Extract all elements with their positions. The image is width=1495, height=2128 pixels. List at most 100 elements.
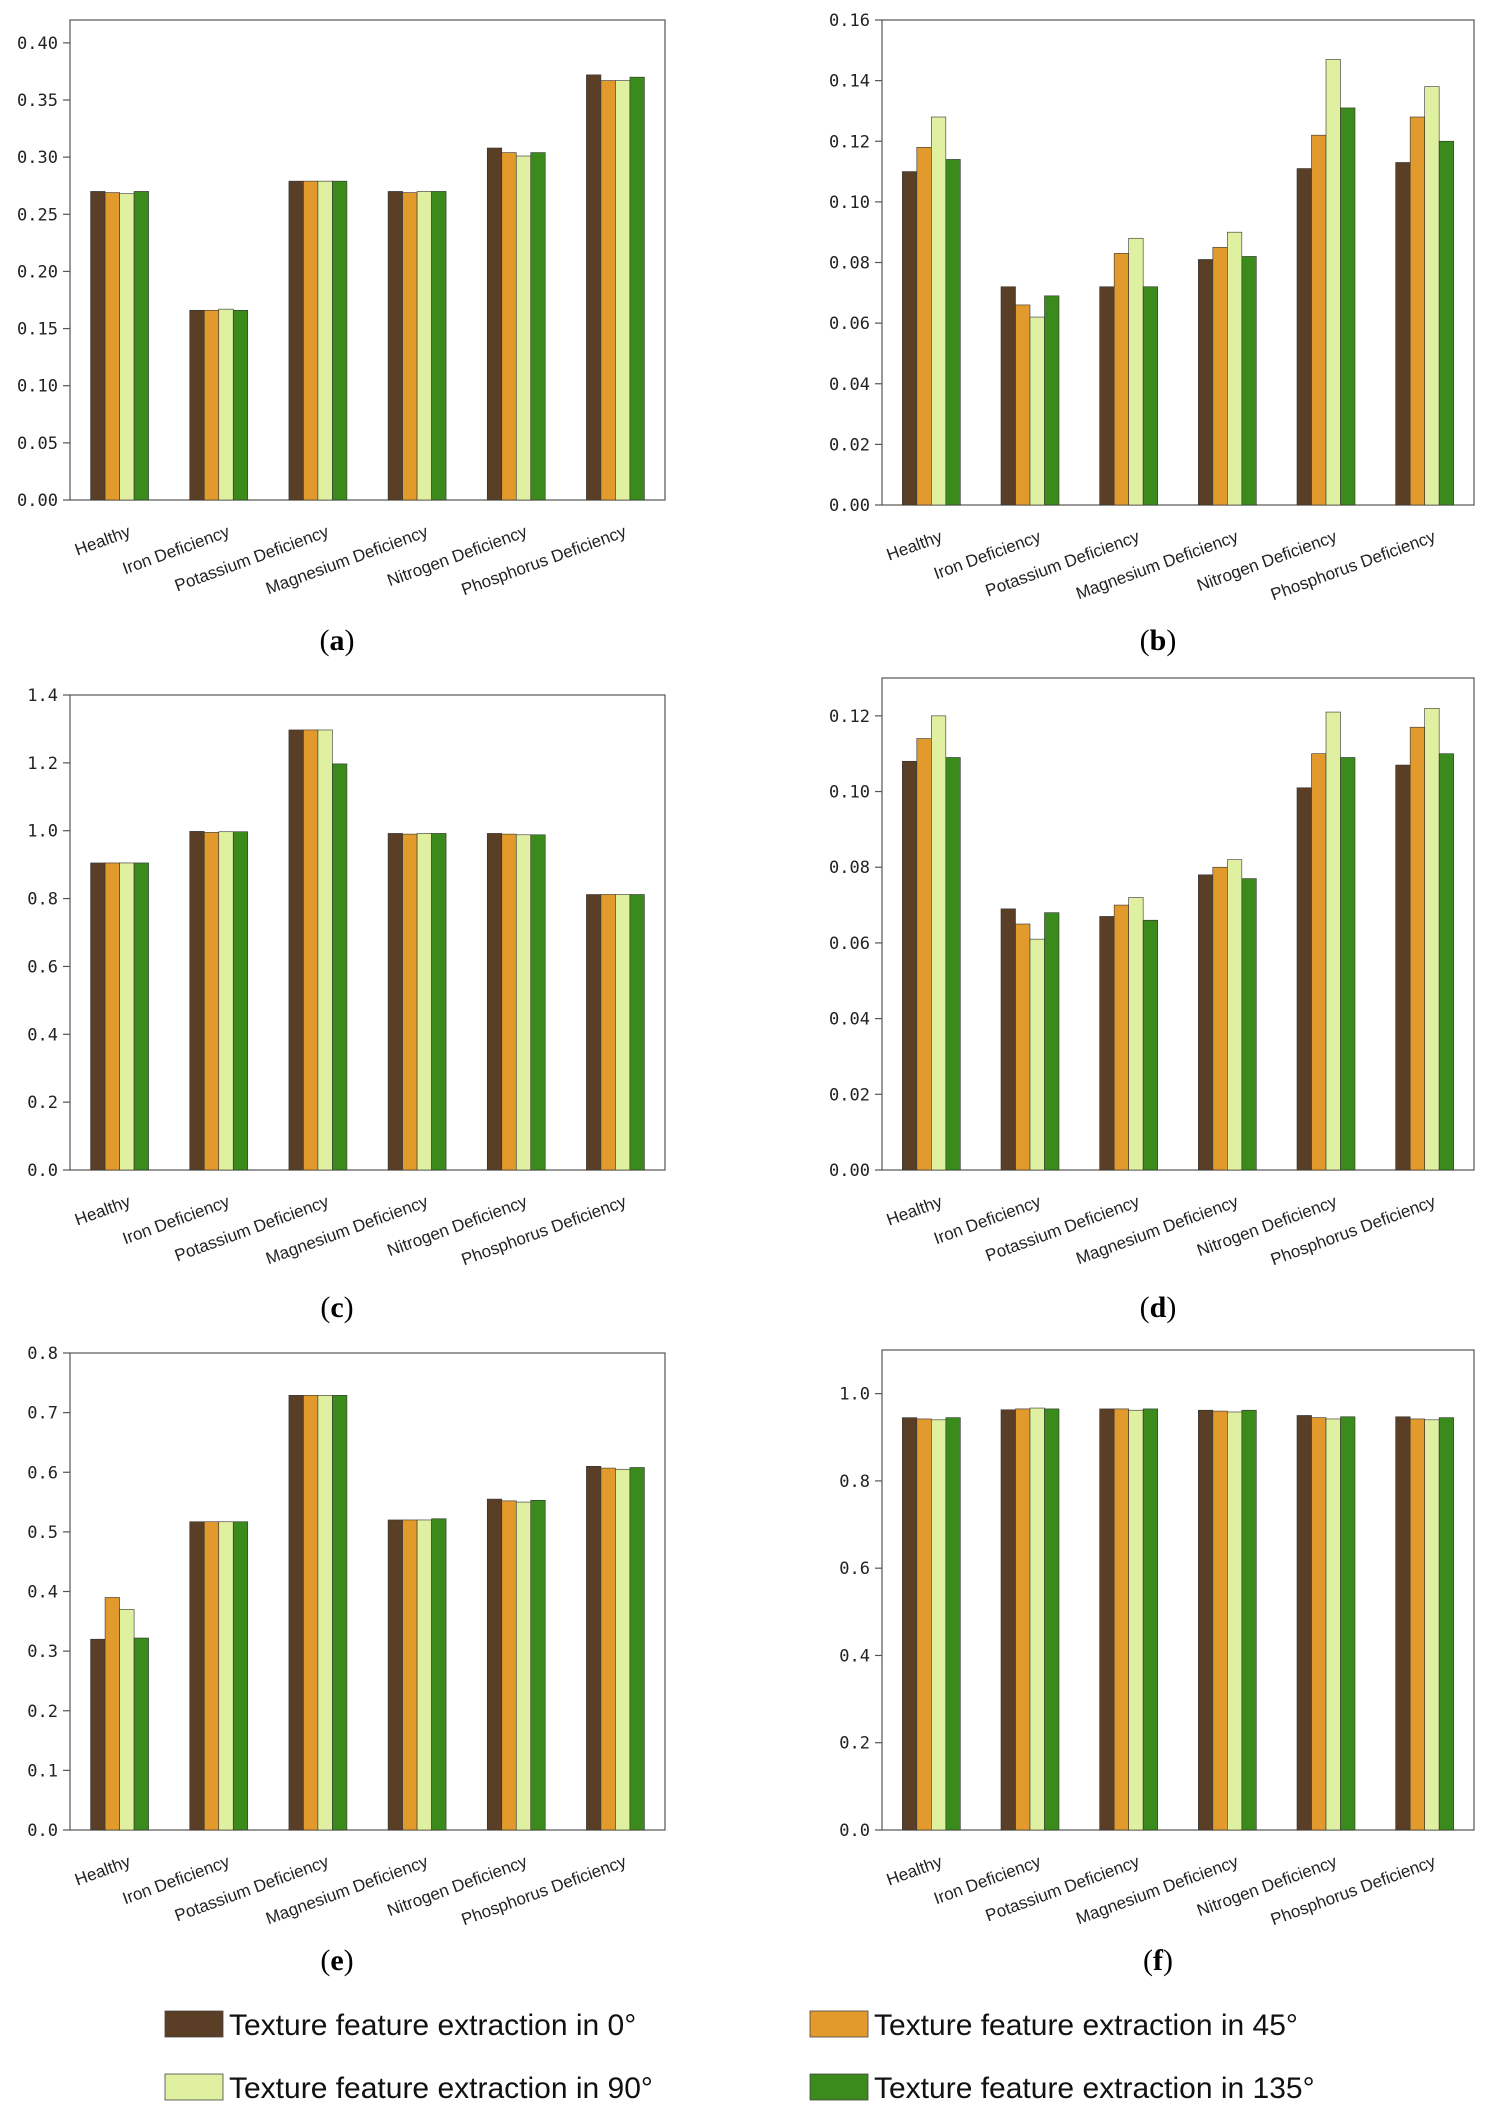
bar-deg45-5 (600, 894, 616, 1171)
bar-deg45-3 (1212, 1410, 1228, 1831)
x-tick-label: Healthy (884, 527, 945, 565)
bar-deg0-5 (586, 894, 602, 1171)
bar-deg90-3 (416, 191, 432, 501)
plot-area (69, 694, 666, 1171)
y-tick-label: 0.2 (27, 1093, 58, 1113)
bar-deg90-5 (615, 894, 631, 1171)
y-tick-label: 0.12 (829, 707, 870, 727)
bar-deg90-2 (317, 180, 333, 501)
bar-deg90-3 (416, 833, 432, 1171)
caption-letter: b (1150, 624, 1167, 657)
x-tick-label: Phosphorus Deficiency (459, 522, 629, 599)
legend-swatch-deg45 (809, 2010, 869, 2038)
bar-deg0-0 (902, 1417, 918, 1831)
y-tick-label: 0.04 (829, 1010, 870, 1030)
y-tick-label: 0.4 (27, 1025, 58, 1045)
x-tick-label: Magnesium Deficiency (263, 1852, 431, 1929)
bar-deg135-2 (332, 763, 348, 1171)
y-tick-label: 0.00 (17, 491, 58, 511)
y-tick-label: 0.35 (17, 91, 58, 111)
bar-deg0-5 (1395, 764, 1411, 1171)
caption-open: ( (320, 1291, 330, 1324)
chart-panel-b: 0.00 0.02 0.04 0.06 0.08 0.10 0.12 0.14 0.16 Heal… (829, 11, 1475, 657)
bar-deg90-1 (1029, 316, 1045, 506)
bar-deg45-0 (104, 192, 120, 501)
plot-area (881, 677, 1475, 1171)
y-tick-label: 1.2 (27, 754, 58, 774)
bar-deg135-5 (629, 76, 645, 501)
bar-deg135-0 (133, 1637, 149, 1831)
bar-deg0-1 (189, 831, 205, 1171)
bar-deg45-1 (203, 309, 220, 501)
x-tick-label: Healthy (884, 1192, 945, 1230)
bar-deg45-5 (600, 1467, 616, 1831)
bar-deg45-3 (402, 1519, 418, 1831)
bar-deg0-4 (1296, 168, 1312, 506)
y-tick-label: 0.02 (829, 1085, 870, 1105)
bar-deg135-4 (530, 1499, 546, 1831)
bar-deg90-4 (515, 1501, 532, 1831)
bar-deg45-4 (1311, 134, 1327, 506)
bar-deg135-1 (232, 831, 249, 1171)
bar-deg135-5 (1438, 1417, 1454, 1831)
caption-close: ) (1166, 1291, 1176, 1324)
bar-deg45-4 (1311, 1417, 1327, 1831)
caption-open: ( (1140, 624, 1150, 657)
bar-deg135-2 (1142, 919, 1158, 1171)
bar-deg0-1 (189, 309, 205, 501)
bar-deg45-4 (501, 152, 517, 501)
bar-deg0-4 (1296, 1415, 1312, 1831)
bar-deg135-0 (945, 1417, 961, 1831)
caption-open: ( (1140, 1291, 1150, 1324)
bar-deg0-0 (902, 171, 918, 506)
bar-deg45-5 (1409, 726, 1425, 1171)
legend-label-deg45: Texture feature extraction in 45° (874, 2009, 1298, 2042)
bar-deg135-1 (1044, 1408, 1060, 1831)
y-tick-label: 1.0 (839, 1385, 870, 1405)
bar-deg0-2 (288, 180, 304, 501)
legend-label-deg135: Texture feature extraction in 135° (874, 2072, 1315, 2105)
bar-deg90-1 (218, 1521, 234, 1831)
bar-deg90-3 (1227, 231, 1243, 506)
bar-deg135-0 (945, 757, 961, 1171)
y-tick-label: 0.16 (829, 11, 870, 31)
bar-deg90-1 (218, 308, 234, 501)
caption-close: ) (344, 1944, 354, 1977)
bar-deg45-1 (203, 832, 220, 1171)
bar-deg90-4 (1325, 59, 1341, 506)
legend-swatch-deg135 (809, 2073, 869, 2101)
bar-deg45-2 (1113, 253, 1129, 506)
bar-deg0-2 (1099, 1408, 1115, 1831)
y-tick-label: 0.4 (839, 1646, 870, 1666)
bar-deg45-0 (916, 1418, 932, 1831)
x-tick-label: Phosphorus Deficiency (459, 1192, 629, 1269)
bar-deg90-4 (515, 155, 532, 501)
y-tick-label: 1.0 (27, 822, 58, 842)
y-tick-label: 0.0 (27, 1161, 58, 1181)
bar-deg0-3 (1198, 259, 1214, 506)
x-tick-label: Phosphorus Deficiency (1268, 527, 1438, 604)
bar-deg135-1 (1044, 295, 1060, 506)
bar-deg90-0 (931, 1419, 947, 1831)
bar-deg135-4 (1340, 1416, 1356, 1831)
bar-deg90-3 (416, 1519, 432, 1831)
bar-deg0-3 (387, 1519, 403, 1831)
y-tick-label: 1.4 (27, 686, 58, 706)
bar-deg45-1 (1015, 304, 1031, 506)
y-tick-label: 0.10 (829, 783, 870, 803)
y-tick-label: 0.0 (839, 1821, 870, 1841)
bar-deg90-0 (119, 862, 135, 1171)
x-tick-label: Magnesium Deficiency (263, 1192, 431, 1269)
x-tick-label: Healthy (72, 1192, 133, 1230)
caption-close: ) (345, 624, 355, 657)
chart-panel-d: 0.000.020.040.060.080.100.12HealthyIron … (829, 677, 1475, 1324)
bar-deg135-1 (232, 309, 249, 501)
y-tick-label: 0.04 (829, 375, 870, 395)
bar-deg90-2 (1128, 897, 1144, 1171)
bar-deg135-2 (1142, 286, 1158, 506)
bar-deg0-4 (486, 833, 503, 1171)
y-tick-label: 0.1 (27, 1761, 58, 1781)
y-tick-label: 0.12 (829, 132, 870, 152)
